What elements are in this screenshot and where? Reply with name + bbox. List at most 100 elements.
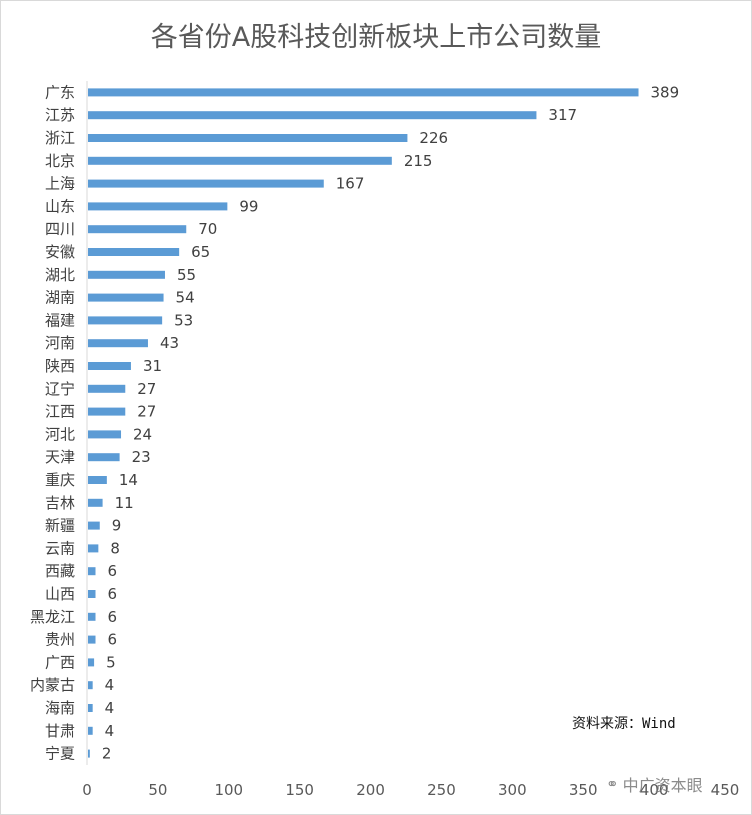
data-label-8: 65	[191, 243, 210, 261]
category-label-14: 辽宁	[45, 380, 75, 398]
source-note: 资料来源：Wind	[572, 716, 676, 732]
category-label-19: 吉林	[45, 494, 75, 512]
data-label-21: 8	[110, 539, 120, 557]
bar-2	[88, 111, 537, 120]
data-label-26: 5	[106, 653, 116, 671]
category-label-16: 河北	[45, 425, 75, 443]
category-label-22: 西藏	[45, 562, 75, 580]
x-tick-label-4: 150	[285, 781, 314, 799]
watermark: ⚭ 中广资本眼	[606, 772, 703, 796]
data-label-22: 6	[108, 562, 118, 580]
data-label-24: 6	[108, 608, 118, 626]
bar-7	[88, 225, 187, 234]
category-label-28: 海南	[45, 699, 75, 717]
bar-13	[88, 362, 131, 370]
category-label-30: 宁夏	[45, 745, 75, 763]
data-label-15: 27	[137, 403, 156, 421]
category-label-27: 内蒙古	[30, 676, 75, 694]
bar-16	[88, 430, 122, 439]
bar-27	[88, 681, 93, 690]
data-label-4: 215	[404, 152, 433, 170]
category-label-3: 浙江	[45, 129, 75, 147]
bar-5	[88, 179, 324, 188]
data-label-25: 6	[108, 631, 118, 649]
category-label-29: 甘肃	[45, 722, 75, 740]
category-label-25: 贵州	[45, 631, 75, 649]
category-label-26: 广西	[45, 653, 75, 671]
category-label-5: 上海	[45, 175, 75, 193]
bar-12	[88, 339, 148, 348]
category-label-15: 江西	[45, 403, 75, 421]
data-label-5: 167	[336, 175, 365, 193]
category-label-17: 天津	[45, 448, 75, 466]
category-label-9: 湖北	[45, 266, 75, 284]
category-label-24: 黑龙江	[30, 608, 75, 626]
bar-28	[88, 704, 93, 712]
bar-29	[88, 726, 93, 735]
x-tick-label-1: 0	[82, 781, 92, 799]
category-label-12: 河南	[45, 334, 75, 352]
data-label-6: 99	[239, 197, 258, 215]
bar-17	[88, 453, 120, 462]
category-label-7: 四川	[45, 220, 75, 238]
category-label-21: 云南	[45, 539, 75, 557]
bar-15	[88, 407, 126, 416]
bar-21	[88, 544, 99, 553]
data-label-14: 27	[137, 380, 156, 398]
data-label-2: 317	[548, 106, 577, 124]
bar-3	[88, 134, 408, 142]
category-label-18: 重庆	[45, 471, 75, 489]
bar-4	[88, 156, 392, 165]
x-tick-label-2: 50	[148, 781, 167, 799]
bar-20	[88, 521, 100, 530]
data-label-19: 11	[115, 494, 134, 512]
x-tick-label-7: 300	[498, 781, 527, 799]
data-label-17: 23	[132, 448, 151, 466]
bar-19	[88, 498, 103, 507]
bar-22	[88, 567, 96, 576]
data-label-23: 6	[108, 585, 118, 603]
wechat-icon: ⚭	[606, 775, 619, 793]
category-label-20: 新疆	[45, 517, 75, 535]
category-label-4: 北京	[45, 152, 75, 170]
data-label-20: 9	[112, 517, 122, 535]
category-label-11: 福建	[45, 311, 75, 329]
bar-25	[88, 635, 96, 644]
data-label-7: 70	[198, 220, 217, 238]
data-label-1: 389	[651, 83, 680, 101]
data-label-12: 43	[160, 334, 179, 352]
bar-23	[88, 590, 96, 598]
bar-14	[88, 384, 126, 393]
data-label-29: 4	[105, 722, 115, 740]
x-tick-label-10: 450	[711, 781, 740, 799]
x-tick-label-6: 250	[427, 781, 456, 799]
data-label-9: 55	[177, 266, 196, 284]
category-label-23: 山西	[45, 585, 75, 603]
chart-title: 各省份A股科技创新板块上市公司数量	[150, 22, 602, 53]
bar-30	[88, 749, 90, 758]
data-label-3: 226	[419, 129, 448, 147]
category-label-1: 广东	[45, 83, 75, 101]
bar-10	[88, 293, 164, 302]
bar-26	[88, 658, 95, 667]
x-tick-label-9: 400	[640, 781, 669, 799]
x-tick-label-3: 100	[214, 781, 243, 799]
bar-18	[88, 476, 107, 484]
data-label-13: 31	[143, 357, 162, 375]
data-label-10: 54	[176, 289, 195, 307]
data-label-28: 4	[105, 699, 115, 717]
bar-9	[88, 270, 165, 279]
data-label-30: 2	[102, 745, 112, 763]
watermark-text: 中广资本眼	[622, 776, 703, 795]
category-label-10: 湖南	[45, 289, 75, 307]
bar-6	[88, 202, 228, 211]
data-label-16: 24	[133, 425, 152, 443]
category-label-8: 安徽	[45, 243, 75, 261]
x-tick-label-8: 350	[569, 781, 598, 799]
x-tick-label-5: 200	[356, 781, 385, 799]
bar-11	[88, 316, 163, 325]
category-label-6: 山东	[45, 197, 75, 215]
data-label-18: 14	[119, 471, 138, 489]
